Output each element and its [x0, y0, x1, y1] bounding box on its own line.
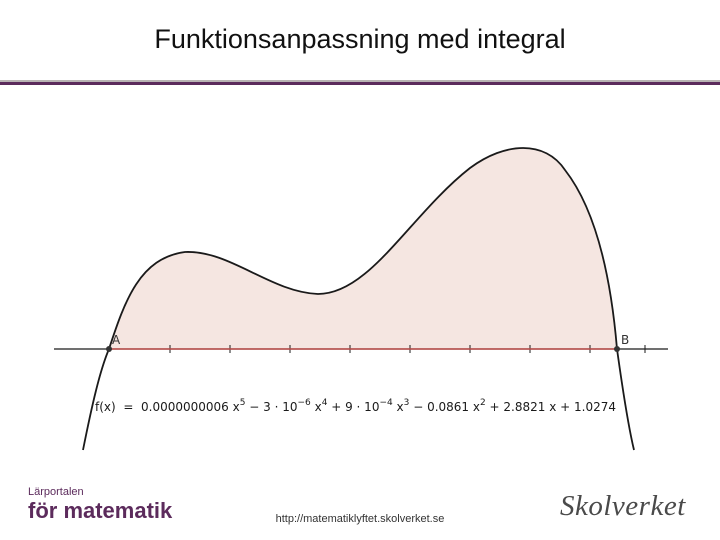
formula-exp5: 5	[240, 398, 246, 408]
formula-exp-neg4: −4	[379, 398, 393, 408]
point-b-label: B	[621, 333, 629, 347]
formula-part6: − 0.0861 x	[409, 400, 480, 414]
larportalen-logo-big-text: för matematik	[28, 498, 173, 523]
slide-title: Funktionsanpassning med integral	[154, 24, 566, 54]
integral-area	[109, 148, 617, 349]
formula-exp2: 2	[480, 398, 486, 408]
point-b	[614, 346, 620, 352]
larportalen-logo-small-text: Lärportalen	[28, 486, 84, 498]
formula-exp4: 4	[322, 398, 328, 408]
formula-part3: x	[311, 400, 322, 414]
larportalen-logo: Lärportalen för matematik	[28, 486, 172, 524]
formula-part4: + 9 · 10	[327, 400, 379, 414]
formula-exp-neg6: −6	[297, 398, 311, 408]
formula-exp3: 3	[404, 398, 410, 408]
function-formula: f(x) = 0.0000000006 x5 − 3 · 10−6 x4 + 9…	[95, 398, 616, 414]
point-a	[106, 346, 112, 352]
footer-url: http://matematiklyftet.skolverket.se	[275, 513, 445, 525]
function-curve	[82, 147, 635, 451]
formula-part2: − 3 · 10	[245, 400, 297, 414]
point-a-label: A	[112, 333, 121, 347]
divider-grey-line	[0, 80, 720, 82]
formula-prefix: f(x) = 0.0000000006 x	[95, 400, 240, 414]
formula-part5: x	[393, 400, 404, 414]
skolverket-logo: Skolverket	[560, 490, 686, 522]
title-divider	[0, 80, 720, 85]
divider-purple-line	[0, 82, 720, 85]
formula-part7: + 2.8821 x + 1.0274	[486, 400, 616, 414]
